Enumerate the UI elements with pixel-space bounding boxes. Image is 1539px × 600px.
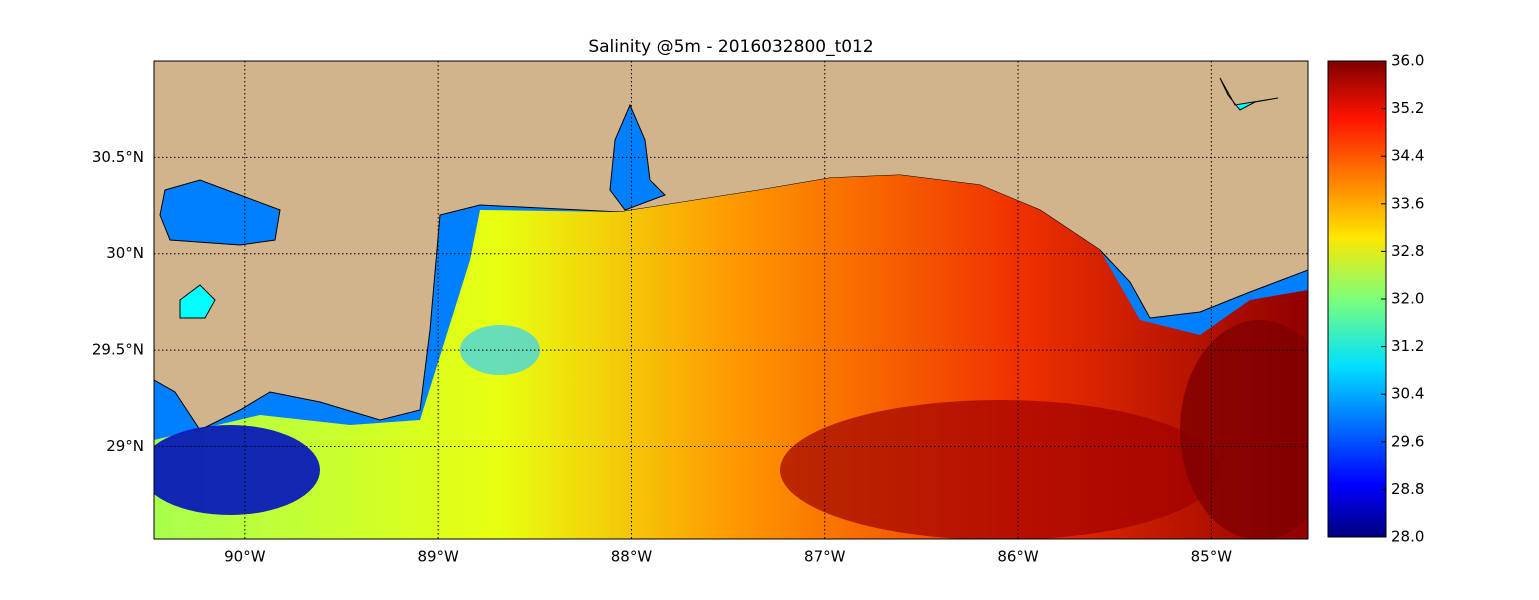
fresh-patch xyxy=(460,325,540,375)
colorbar-tick-label: 29.6 xyxy=(1391,432,1424,450)
colorbar xyxy=(1327,60,1387,538)
colorbar-tick-label: 28.0 xyxy=(1391,528,1424,546)
x-tick-label: 86°W xyxy=(997,548,1039,566)
low-salinity-plume xyxy=(154,425,320,515)
colorbar-tick-label: 28.8 xyxy=(1391,480,1424,498)
lake xyxy=(1219,77,1279,111)
map-frame xyxy=(153,60,1309,540)
map-area xyxy=(154,61,1308,539)
colorbar-tick-label: 32.0 xyxy=(1391,290,1424,308)
lake xyxy=(159,179,281,246)
y-tick-label: 29°N xyxy=(106,437,144,455)
colorbar-tick-label: 32.8 xyxy=(1391,242,1424,260)
colorbar-tick-label: 30.4 xyxy=(1391,385,1424,403)
colorbar-tick-label: 31.2 xyxy=(1391,337,1424,355)
x-tick-label: 89°W xyxy=(417,548,459,566)
x-tick-label: 88°W xyxy=(611,548,653,566)
y-tick-label: 30°N xyxy=(106,244,144,262)
x-tick-label: 87°W xyxy=(804,548,846,566)
colorbar-tick-label: 36.0 xyxy=(1391,52,1424,70)
saline-eddy xyxy=(780,400,1220,539)
colorbar-tick-label: 35.2 xyxy=(1391,99,1424,117)
saline-core xyxy=(1180,320,1308,539)
y-tick-label: 29.5°N xyxy=(92,341,144,359)
x-tick-label: 85°W xyxy=(1191,548,1233,566)
y-tick-label: 30.5°N xyxy=(92,148,144,166)
bay xyxy=(609,103,666,211)
colorbar-tick-label: 34.4 xyxy=(1391,147,1424,165)
colorbar-tick-label: 33.6 xyxy=(1391,194,1424,212)
x-tick-label: 90°W xyxy=(224,548,266,566)
lake xyxy=(179,284,216,319)
map-title: Salinity @5m - 2016032800_t012 xyxy=(588,37,873,57)
